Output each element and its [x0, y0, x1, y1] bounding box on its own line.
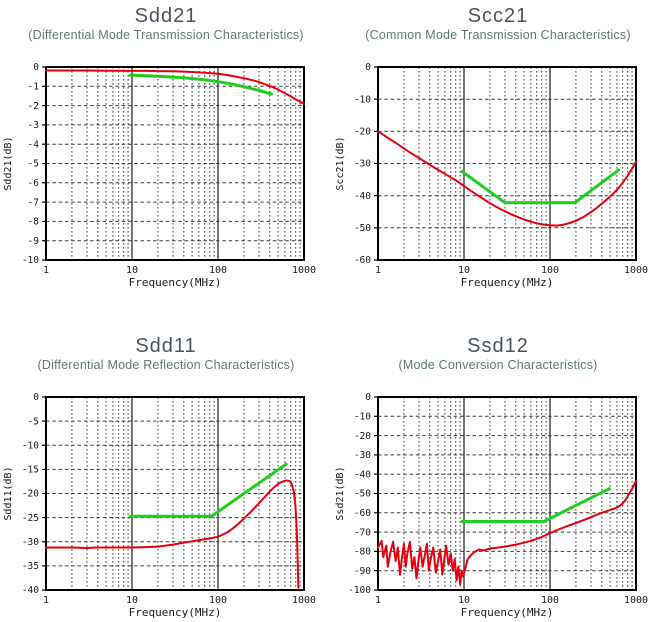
svg-text:-8: -8 — [28, 217, 40, 228]
svg-text:1: 1 — [375, 595, 381, 606]
svg-text:-20: -20 — [354, 127, 371, 138]
svg-text:10: 10 — [126, 265, 138, 276]
svg-text:-30: -30 — [354, 450, 371, 461]
svg-text:-25: -25 — [22, 513, 39, 524]
svg-text:-50: -50 — [354, 223, 371, 234]
chart-subtitle-sdd21: (Differential Mode Transmission Characte… — [28, 28, 304, 42]
svg-text:100: 100 — [541, 265, 559, 276]
svg-text:-40: -40 — [354, 469, 371, 480]
chart-title-sdd21: Sdd21 — [134, 5, 198, 27]
svg-text:-100: -100 — [348, 585, 371, 596]
svg-text:-3: -3 — [28, 120, 39, 131]
chart-card-sdd21: Sdd21 (Differential Mode Transmission Ch… — [0, 0, 332, 290]
svg-text:100: 100 — [541, 595, 559, 606]
svg-text:-50: -50 — [354, 489, 371, 500]
svg-text:-20: -20 — [354, 431, 371, 442]
svg-text:1000: 1000 — [624, 265, 648, 276]
svg-text:-35: -35 — [22, 561, 39, 572]
svg-text:Frequency(MHz): Frequency(MHz) — [461, 606, 554, 619]
chart-title-sdd11: Sdd11 — [135, 335, 197, 357]
svg-text:-40: -40 — [22, 585, 39, 596]
svg-text:Ssd21(dB): Ssd21(dB) — [335, 466, 346, 520]
ssd12-plot: 0 -10 -20 -30 -40 -50 -60 -70 -80 -90 -100 1 10 100 10… — [335, 392, 648, 619]
svg-text:1000: 1000 — [624, 595, 648, 606]
svg-text:1: 1 — [375, 265, 381, 276]
chart-subtitle-ssd12: (Mode Conversion Characteristics) — [398, 358, 598, 372]
svg-text:-10: -10 — [354, 412, 371, 423]
svg-text:-90: -90 — [354, 566, 371, 577]
svg-text:10: 10 — [458, 595, 470, 606]
svg-text:0: 0 — [33, 392, 39, 403]
svg-text:-70: -70 — [354, 527, 371, 538]
svg-text:-5: -5 — [28, 416, 39, 427]
svg-text:Frequency(MHz): Frequency(MHz) — [129, 276, 222, 289]
svg-text:-10: -10 — [22, 255, 39, 266]
svg-text:-2: -2 — [28, 101, 39, 112]
svg-text:10: 10 — [126, 595, 138, 606]
svg-text:-20: -20 — [22, 489, 39, 500]
svg-text:-30: -30 — [354, 159, 371, 170]
svg-text:0: 0 — [365, 62, 371, 73]
svg-text:-15: -15 — [22, 465, 39, 476]
svg-text:1: 1 — [43, 265, 49, 276]
svg-text:-4: -4 — [28, 139, 40, 150]
svg-text:Sdd11(dB): Sdd11(dB) — [3, 466, 14, 520]
chart-title-ssd12: Ssd12 — [467, 335, 529, 357]
svg-text:-80: -80 — [354, 547, 371, 558]
svg-text:-10: -10 — [22, 441, 39, 452]
chart-title-scc21: Scc21 — [467, 5, 529, 27]
svg-text:1000: 1000 — [292, 595, 316, 606]
svg-text:-5: -5 — [28, 159, 39, 170]
sdd21-plot: 0 -1 -2 -3 -4 -5 -6 -7 -8 -9 -10 1 10 100 1000 Sdd21(dB… — [3, 62, 316, 289]
svg-text:100: 100 — [209, 265, 227, 276]
svg-text:1: 1 — [43, 595, 49, 606]
scc21-plot: 0 -10 -20 -30 -40 -50 -60 1 10 100 1000 Scc21(dB) Fr… — [335, 62, 648, 289]
svg-text:-9: -9 — [28, 236, 40, 247]
chart-card-scc21: Scc21 (Common Mode Transmission Characte… — [332, 0, 664, 290]
chart-card-sdd11: Sdd11 (Differential Mode Reflection Char… — [0, 330, 332, 620]
svg-text:0: 0 — [33, 62, 39, 73]
svg-text:Frequency(MHz): Frequency(MHz) — [129, 606, 222, 619]
svg-text:-7: -7 — [28, 197, 39, 208]
chart-card-ssd12: Ssd12 (Mode Conversion Characteristics) … — [332, 330, 664, 620]
svg-text:-6: -6 — [28, 178, 40, 189]
svg-text:Frequency(MHz): Frequency(MHz) — [461, 276, 554, 289]
chart-subtitle-scc21: (Common Mode Transmission Characteristic… — [365, 28, 631, 42]
svg-text:-60: -60 — [354, 255, 371, 266]
svg-text:Scc21(dB): Scc21(dB) — [335, 136, 346, 190]
svg-text:1000: 1000 — [292, 265, 316, 276]
svg-text:-10: -10 — [354, 94, 371, 105]
svg-text:-60: -60 — [354, 508, 371, 519]
svg-text:-40: -40 — [354, 191, 371, 202]
svg-text:-30: -30 — [22, 537, 39, 548]
chart-subtitle-sdd11: (Differential Mode Reflection Characteri… — [37, 358, 295, 372]
svg-text:10: 10 — [458, 265, 470, 276]
svg-text:0: 0 — [365, 392, 371, 403]
sdd11-plot: 0 -5 -10 -15 -20 -25 -30 -35 -40 1 10 100 1000 Sdd11(… — [3, 392, 316, 619]
svg-text:100: 100 — [209, 595, 227, 606]
svg-text:-1: -1 — [28, 82, 40, 93]
svg-text:Sdd21(dB): Sdd21(dB) — [3, 136, 14, 190]
